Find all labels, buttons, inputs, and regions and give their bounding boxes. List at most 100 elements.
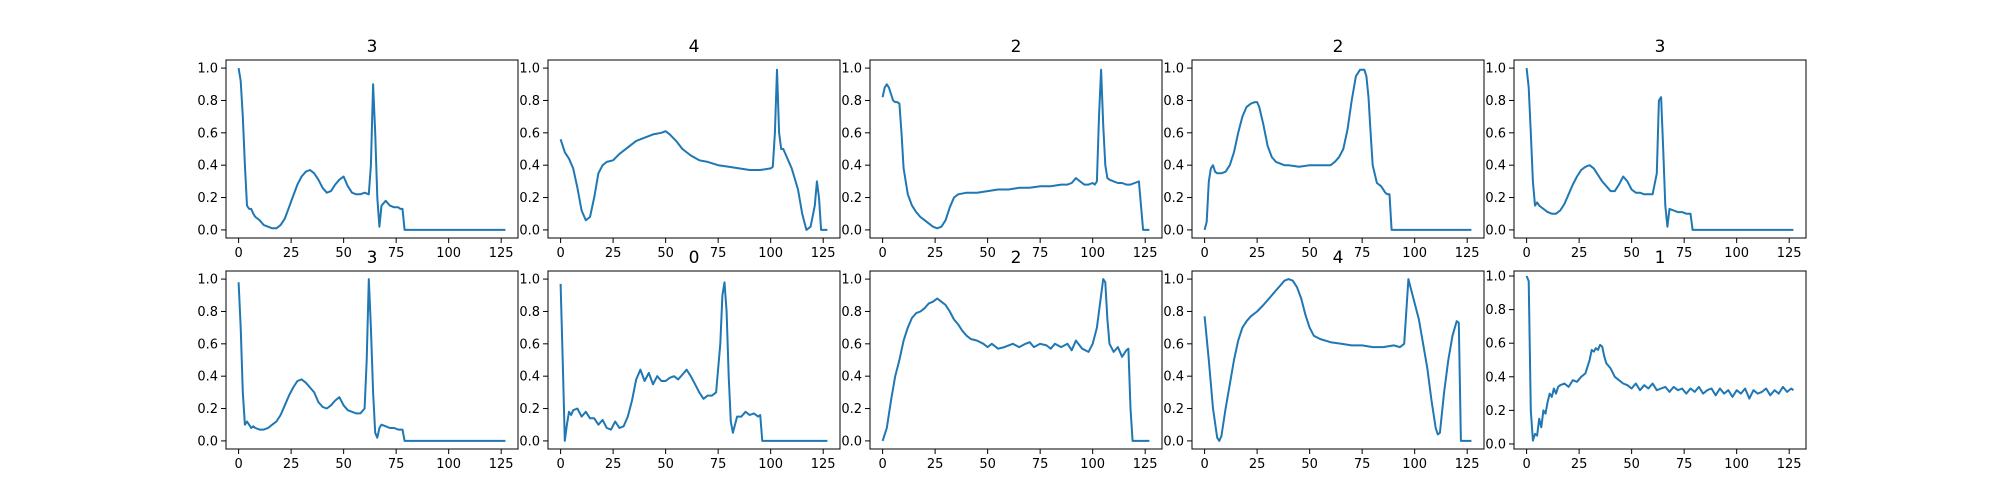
chart-7-xtick-label: 25 <box>605 457 622 472</box>
chart-1-title: 3 <box>367 37 378 57</box>
chart-2-ytick-label: 0.6 <box>519 126 540 141</box>
chart-7-ytick-label: 0.8 <box>519 305 540 320</box>
chart-8-ytick-label: 0.2 <box>841 402 862 417</box>
chart-1-xtick-label: 25 <box>283 246 300 261</box>
chart-7-ytick-label: 0.0 <box>519 434 540 449</box>
chart-3-xtick-label: 100 <box>1080 246 1105 261</box>
chart-1-panel: 3 0 25 50 75 100 125 0.0 0.2 0.4 0.6 0.8 1.0 <box>197 37 519 261</box>
chart-6-ytick-label: 0.2 <box>197 402 218 417</box>
chart-6-panel: 3 0 25 50 75 100 125 0.0 0.2 0.4 0.6 0.8 1.0 <box>197 248 519 472</box>
chart-8-xtick-label: 0 <box>878 457 886 472</box>
chart-10-ytick-label: 0.0 <box>1485 437 1506 452</box>
chart-5-xtick-label: 25 <box>1571 246 1588 261</box>
chart-6-xtick-label: 0 <box>234 457 242 472</box>
chart-4-xtick-label: 50 <box>1301 246 1318 261</box>
chart-10-ytick-label: 1.0 <box>1485 270 1506 285</box>
chart-4-xtick-label: 25 <box>1249 246 1266 261</box>
chart-9-ytick-label: 0.6 <box>1163 337 1184 352</box>
chart-9-ytick-label: 0.2 <box>1163 402 1184 417</box>
chart-6-axes-frame <box>225 270 519 450</box>
chart-1-xtick-label: 100 <box>436 246 461 261</box>
chart-9-ytick-label: 0.8 <box>1163 305 1184 320</box>
chart-3-ytick-label: 0.6 <box>841 126 862 141</box>
chart-4-axes-frame <box>1191 59 1485 239</box>
chart-9-title: 4 <box>1333 248 1344 268</box>
chart-3-panel: 2 0 25 50 75 100 125 0.0 0.2 0.4 0.6 0.8 1.0 <box>841 37 1163 261</box>
chart-4-title: 2 <box>1333 37 1344 57</box>
chart-6-series-line <box>237 278 506 442</box>
chart-10-series-line <box>1525 275 1795 442</box>
chart-2-ytick-label: 0.0 <box>519 223 540 238</box>
chart-10-xtick-label: 75 <box>1676 457 1693 472</box>
chart-3-xtick-label: 125 <box>1133 246 1158 261</box>
chart-9-xtick-label: 0 <box>1200 457 1208 472</box>
chart-6-ytick-label: 0.0 <box>197 434 218 449</box>
chart-10-axes-frame <box>1513 270 1807 450</box>
chart-9-xtick-label: 75 <box>1354 457 1371 472</box>
chart-4-ytick-label: 0.6 <box>1163 126 1184 141</box>
chart-8-xtick-label: 125 <box>1133 457 1158 472</box>
chart-2-axes-frame <box>547 59 841 239</box>
chart-9-ytick-label: 1.0 <box>1163 273 1184 288</box>
chart-4-ytick-label: 1.0 <box>1163 62 1184 77</box>
chart-3-ytick-label: 0.2 <box>841 191 862 206</box>
chart-4-xtick-label: 125 <box>1455 246 1480 261</box>
chart-5-axes-frame <box>1513 59 1807 239</box>
chart-1-ytick-label: 0.0 <box>197 223 218 238</box>
chart-1-xtick-label: 125 <box>489 246 514 261</box>
chart-7-xtick-label: 50 <box>657 457 674 472</box>
chart-2-ytick-label: 1.0 <box>519 62 540 77</box>
chart-10-ytick-label: 0.2 <box>1485 404 1506 419</box>
chart-8-axes-frame <box>869 270 1163 450</box>
chart-8-title: 2 <box>1011 248 1022 268</box>
chart-5-ytick-label: 0.4 <box>1485 159 1506 174</box>
chart-10-xtick-label: 125 <box>1777 457 1802 472</box>
chart-4-ytick-label: 0.4 <box>1163 159 1184 174</box>
chart-9-ytick-label: 0.0 <box>1163 434 1184 449</box>
chart-7-ytick-label: 0.4 <box>519 370 540 385</box>
chart-1-xtick-label: 75 <box>388 246 405 261</box>
chart-4-ytick-label: 0.8 <box>1163 94 1184 109</box>
chart-7-ytick-label: 1.0 <box>519 273 540 288</box>
chart-6-title: 3 <box>367 248 378 268</box>
chart-9-series-line <box>1203 278 1472 442</box>
chart-9-xtick-label: 100 <box>1402 457 1427 472</box>
chart-6-xtick-label: 25 <box>283 457 300 472</box>
chart-5-xtick-label: 75 <box>1676 246 1693 261</box>
chart-5-ytick-label: 0.6 <box>1485 126 1506 141</box>
chart-4-xtick-label: 75 <box>1354 246 1371 261</box>
chart-7-panel: 0 0 25 50 75 100 125 0.0 0.2 0.4 0.6 0.8 1.0 <box>519 248 841 472</box>
chart-8-panel: 2 0 25 50 75 100 125 0.0 0.2 0.4 0.6 0.8 1.0 <box>841 248 1163 472</box>
chart-3-ytick-label: 1.0 <box>841 62 862 77</box>
chart-6-xtick-label: 50 <box>335 457 352 472</box>
chart-1-ytick-label: 0.4 <box>197 159 218 174</box>
chart-7-title: 0 <box>689 248 700 268</box>
chart-6-xtick-label: 75 <box>388 457 405 472</box>
chart-10-xtick-label: 50 <box>1623 457 1640 472</box>
chart-10-ytick-label: 0.4 <box>1485 370 1506 385</box>
chart-2-xtick-label: 75 <box>710 246 727 261</box>
chart-7-xtick-label: 125 <box>811 457 836 472</box>
chart-5-title: 3 <box>1655 37 1666 57</box>
chart-8-xtick-label: 25 <box>927 457 944 472</box>
chart-3-ytick-label: 0.8 <box>841 94 862 109</box>
chart-5-xtick-label: 0 <box>1522 246 1530 261</box>
chart-7-ytick-label: 0.6 <box>519 337 540 352</box>
chart-5-panel: 3 0 25 50 75 100 125 0.0 0.2 0.4 0.6 0.8 1.0 <box>1485 37 1807 261</box>
chart-8-ytick-label: 0.4 <box>841 370 862 385</box>
chart-2-xtick-label: 100 <box>758 246 783 261</box>
chart-6-ytick-label: 0.6 <box>197 337 218 352</box>
chart-1-ytick-label: 1.0 <box>197 62 218 77</box>
chart-9-xtick-label: 125 <box>1455 457 1480 472</box>
chart-2-ytick-label: 0.2 <box>519 191 540 206</box>
chart-1-ytick-label: 0.8 <box>197 94 218 109</box>
chart-10-ytick-label: 0.6 <box>1485 337 1506 352</box>
chart-3-series-line <box>881 68 1150 231</box>
chart-9-xtick-label: 50 <box>1301 457 1318 472</box>
chart-8-ytick-label: 0.6 <box>841 337 862 352</box>
chart-6-ytick-label: 0.4 <box>197 370 218 385</box>
chart-5-ytick-label: 0.8 <box>1485 94 1506 109</box>
chart-10-xtick-label: 25 <box>1571 457 1588 472</box>
chart-7-xtick-label: 0 <box>556 457 564 472</box>
chart-8-ytick-label: 0.0 <box>841 434 862 449</box>
